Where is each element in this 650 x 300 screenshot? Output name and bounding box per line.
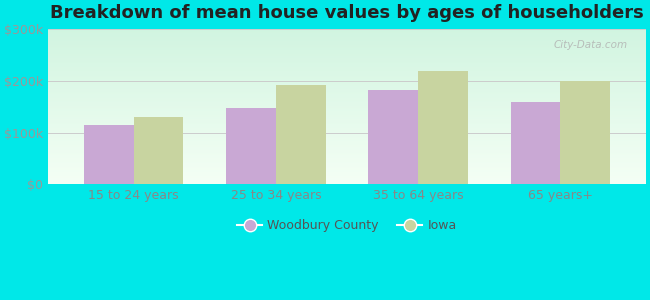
- Bar: [226, 108, 276, 184]
- Bar: [369, 90, 418, 184]
- Text: City-Data.com: City-Data.com: [554, 40, 628, 50]
- Bar: [276, 85, 326, 184]
- Bar: [511, 102, 560, 184]
- Bar: [560, 81, 610, 184]
- Bar: [133, 117, 183, 184]
- Title: Breakdown of mean house values by ages of householders: Breakdown of mean house values by ages o…: [50, 4, 644, 22]
- Bar: [84, 125, 133, 184]
- Bar: [418, 70, 468, 184]
- Legend: Woodbury County, Iowa: Woodbury County, Iowa: [232, 214, 462, 237]
